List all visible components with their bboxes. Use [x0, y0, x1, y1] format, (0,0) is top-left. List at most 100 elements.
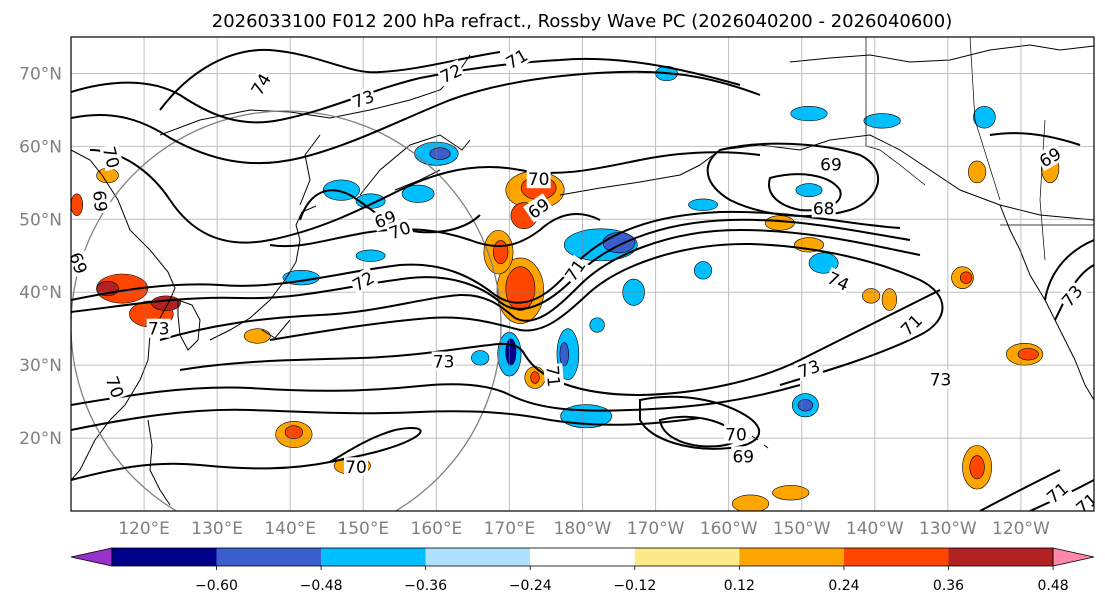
contour-label-text: 73 — [930, 371, 952, 391]
colorbar-tick-label: −0.24 — [509, 578, 552, 594]
lon-tick-label: 130°E — [191, 519, 243, 539]
lat-tick-label: 70°N — [19, 64, 62, 84]
contour-label-halo — [731, 446, 756, 466]
shaded-patch-50 — [969, 455, 985, 480]
colorbar-frame — [111, 547, 1054, 567]
lon-tick-label: 150°E — [337, 519, 389, 539]
contour-labels: 7473727170706969707269697370737071716968… — [64, 44, 1094, 511]
contour-arctic-69 — [989, 132, 1081, 146]
contour-label-24: 70 — [723, 424, 748, 445]
border-alaska-canada — [865, 37, 926, 186]
contour-label-halo — [246, 69, 275, 100]
shaded-patch-45 — [968, 160, 987, 184]
contour-label-halo — [348, 85, 378, 112]
coastline-taiwan-philippines — [147, 419, 171, 506]
contour-label-15: 70 — [343, 457, 368, 478]
contour-71-south — [71, 408, 701, 431]
contour-label-halo — [794, 355, 824, 382]
shaded-patch-15 — [530, 371, 540, 384]
shaded-patch-24 — [243, 328, 271, 344]
contour-label-halo — [431, 351, 456, 371]
contour-label-halo — [435, 59, 466, 87]
shaded-patch-34 — [589, 317, 605, 333]
contour-label-text: 71 — [541, 365, 563, 388]
lat-tick-label: 40°N — [19, 283, 62, 303]
colorbar-tick-label: −0.48 — [300, 578, 343, 594]
shaded-patch-42 — [863, 113, 901, 129]
lat-tick-label: 30°N — [19, 356, 62, 376]
shaded-patch-27 — [401, 184, 435, 203]
colorbar-tick-label: −0.60 — [195, 578, 238, 594]
colorbar-tick-label: 0.36 — [933, 578, 964, 594]
shaded-patch-13 — [559, 342, 569, 367]
lon-tick-label: 120°E — [118, 519, 170, 539]
lat-tick-label: 50°N — [19, 210, 62, 230]
contour-73-central — [179, 289, 941, 397]
colorbar-tick-label: 0.48 — [1037, 578, 1068, 594]
contour-label-halo — [102, 372, 129, 402]
colorbar-extend-max — [1052, 547, 1095, 567]
longitude-axis: 120°E 130°E 140°E 150°E 160°E 170°E 180°W 170°W… — [118, 519, 1050, 539]
shaded-patch-52 — [1017, 348, 1039, 361]
colorbar-tick-label: −0.12 — [613, 578, 656, 594]
contour-label-halo — [723, 424, 748, 444]
contour-jet-3 — [159, 228, 921, 341]
contour-label-halo — [823, 267, 854, 295]
shaded-patch-10 — [505, 338, 517, 366]
shaded-patch-54 — [772, 485, 810, 501]
lon-tick-label: 150°W — [773, 519, 831, 539]
shaded-patch-20 — [151, 295, 181, 311]
contour-74-north — [159, 48, 501, 111]
colorbar-bin-0 — [111, 548, 217, 566]
lat-tick-label: 20°N — [19, 429, 62, 449]
contour-label-14: 73 — [431, 351, 456, 373]
shaded-patch-3 — [493, 240, 509, 265]
contour-72-south — [71, 383, 801, 412]
shaded-patch-37 — [808, 252, 839, 274]
contour-label-halo — [501, 44, 532, 73]
coastline-arctic — [789, 44, 1094, 63]
contour-label-text: 69 — [88, 190, 110, 213]
lon-tick-label: 130°W — [919, 519, 977, 539]
contour-label-halo — [99, 143, 124, 172]
contour-label-5: 70 — [526, 169, 551, 190]
contour-jet-4 — [269, 242, 944, 386]
colorbar-tick-label: 0.24 — [828, 578, 859, 594]
contour-70-south — [71, 427, 422, 481]
contour-label-text: 69 — [64, 250, 90, 277]
contour-label-halo — [71, 248, 92, 278]
contour-label-halo — [811, 198, 836, 218]
contour-label-text: 69 — [820, 156, 842, 176]
shaded-patch-11 — [471, 350, 490, 366]
contour-label-halo — [818, 154, 843, 174]
shaded-patch-48 — [959, 271, 973, 284]
contour-70-north — [89, 149, 761, 244]
lon-tick-label: 160°E — [411, 519, 463, 539]
contour-72-north — [71, 70, 761, 165]
shaded-patch-53 — [732, 494, 770, 511]
shaded-patch-38 — [764, 215, 795, 231]
contour-label-16: 71 — [541, 363, 565, 389]
lon-tick-label: 140°E — [264, 519, 316, 539]
colorbar-bin-7 — [843, 548, 949, 566]
latitude-axis: 70°N 60°N 50°N 40°N 30°N 20°N — [19, 64, 62, 449]
lon-tick-label: 170°E — [484, 519, 536, 539]
coastline-aleutians — [559, 164, 701, 196]
contour-label-text: 70 — [725, 425, 747, 445]
colorbar-bin-1 — [216, 548, 322, 566]
shaded-patch-43 — [973, 105, 996, 129]
contour-label-23: 73 — [928, 369, 953, 391]
map-frame — [70, 36, 1095, 512]
contour-label-halo — [1034, 142, 1066, 172]
contour-label-11: 69 — [64, 248, 92, 278]
contour-70-hawaii — [639, 395, 760, 450]
lat-tick-label: 60°N — [19, 137, 62, 157]
shaded-patch-1 — [505, 266, 536, 311]
lon-tick-label: 120°W — [992, 519, 1050, 539]
lon-tick-label: 140°W — [846, 519, 904, 539]
contour-label-halo — [1056, 280, 1087, 311]
contour-label-halo — [343, 457, 368, 477]
shaded-patch-59 — [71, 193, 83, 216]
shaded-patch-22 — [284, 425, 303, 440]
contour-label-12: 73 — [146, 318, 171, 340]
